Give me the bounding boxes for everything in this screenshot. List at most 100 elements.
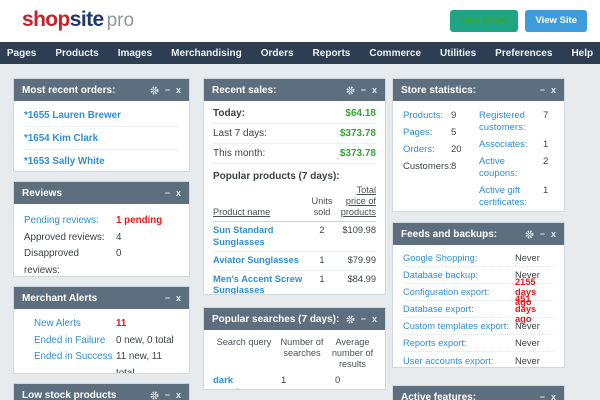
configuration-export-link[interactable]: Configuration export: (403, 287, 490, 297)
custom-templates-export-link[interactable]: Custom templates export: (403, 321, 509, 331)
google-shopping-link[interactable]: Google Shopping: (403, 253, 478, 263)
registered-customers-link[interactable]: Registered customers: (479, 110, 526, 133)
product-row: Aviator Sunglasses 1 $79.99 (213, 252, 376, 271)
minimize-icon[interactable]: − (539, 228, 545, 239)
close-icon[interactable]: x (175, 84, 181, 95)
nav-item-merchandising[interactable]: Merchandising (171, 47, 242, 59)
search-query-link[interactable]: dark sunglasses (213, 375, 265, 389)
new-order-button[interactable]: New Order (450, 10, 519, 32)
close-icon[interactable]: x (550, 84, 556, 95)
panel-title: Recent sales: (212, 84, 277, 96)
database-export-link[interactable]: Database export: (403, 304, 474, 314)
minimize-icon[interactable]: − (164, 84, 170, 95)
nav-item-products[interactable]: Products (55, 47, 99, 59)
minimize-icon[interactable]: − (539, 391, 545, 400)
nav-item-utilities[interactable]: Utilities (440, 47, 477, 59)
today-label: Today: (213, 108, 246, 119)
panel-header: Popular searches (7 days): − x (204, 308, 385, 330)
nav-item-pages[interactable]: Pages (6, 47, 37, 59)
associates-link[interactable]: Associates: (479, 139, 528, 150)
close-icon[interactable]: x (175, 389, 181, 400)
top-bar: shopsite pro New Order View Site (0, 0, 600, 42)
product-units: 1 (319, 273, 325, 284)
products-stat-link[interactable]: Products: (403, 110, 444, 121)
orders-stat-value: 20 (451, 144, 462, 155)
stat-row: Registered customers: 7 (479, 110, 554, 134)
feed-row: Custom templates export: Never (403, 318, 554, 335)
active-gift-certificates-link[interactable]: Active gift certificates: (479, 185, 528, 208)
nav-item-reports[interactable]: Reports (312, 47, 351, 59)
reports-export-value: Never (515, 338, 540, 348)
minimize-icon[interactable]: − (539, 84, 545, 95)
logo-shop: shop (22, 8, 70, 31)
minimize-icon[interactable]: − (360, 313, 366, 324)
feed-row: Database backup: Never (403, 267, 554, 284)
reviews-panel: Reviews − x Pending reviews: 1 pending A… (13, 181, 190, 277)
merchant-alerts-panel: Merchant Alerts − x New Alerts 11 Ended … (13, 286, 190, 374)
feed-row: Google Shopping: Never (403, 250, 554, 267)
close-icon[interactable]: x (371, 313, 377, 324)
feeds-list: Google Shopping: Never Database backup: … (393, 245, 564, 367)
order-link[interactable]: *1654 Kim Clark (24, 127, 179, 150)
active-features-panel: Active features: − x (392, 385, 565, 400)
logo-site: site (69, 8, 104, 31)
gear-icon[interactable] (346, 314, 355, 324)
panel-controls: − x (525, 228, 556, 239)
customers-stat-label: Customers: (403, 161, 452, 172)
minimize-icon[interactable]: − (164, 292, 170, 303)
minimize-icon[interactable]: − (164, 187, 170, 198)
nav-item-preferences[interactable]: Preferences (495, 47, 553, 59)
panel-header: Reviews − x (14, 182, 189, 204)
close-icon[interactable]: x (371, 84, 377, 95)
active-gift-certificates-value: 1 (543, 185, 549, 196)
pages-stat-link[interactable]: Pages: (403, 127, 433, 138)
low-stock-products-panel: Low stock products − x (13, 383, 190, 400)
panel-controls: − x (539, 391, 556, 400)
search-query-column-header: Search query (216, 337, 272, 347)
new-alerts-link[interactable]: New Alerts (34, 318, 81, 329)
close-icon[interactable]: x (175, 187, 181, 198)
order-link[interactable]: *1653 Sally White (24, 150, 179, 171)
nav-item-help[interactable]: Help (571, 47, 594, 59)
product-name-column-header[interactable]: Product name (213, 207, 271, 217)
stat-row: Customers: 8 (403, 161, 479, 173)
minimize-icon[interactable]: − (164, 389, 170, 400)
this-month-label: This month: (213, 148, 266, 159)
active-coupons-link[interactable]: Active coupons: (479, 156, 518, 179)
popular-products-title: Popular products (7 days): (213, 171, 340, 182)
stat-row: Products: 9 (403, 110, 479, 122)
view-site-button[interactable]: View Site (525, 10, 587, 32)
most-recent-orders-panel: Most recent orders: − x *1655 Lauren Bre… (13, 78, 190, 172)
feed-row: Reports export: Never (403, 335, 554, 352)
close-icon[interactable]: x (550, 391, 556, 400)
minimize-icon[interactable]: − (360, 84, 366, 95)
product-link[interactable]: Men's Accent Screw Sunglasses (213, 273, 303, 295)
pending-reviews-link[interactable]: Pending reviews: (24, 215, 99, 226)
user-accounts-export-link[interactable]: User accounts export: (403, 355, 494, 366)
close-icon[interactable]: x (175, 292, 181, 303)
nav-item-commerce[interactable]: Commerce (369, 47, 422, 59)
ended-in-failure-link[interactable]: Ended in Failure (34, 334, 106, 346)
database-backup-link[interactable]: Database backup: (403, 270, 478, 280)
top-buttons: New Order View Site (450, 10, 587, 32)
store-statistics-body: Products: 9 Pages: 5 Orders: 20 Customer… (393, 101, 564, 211)
orders-stat-link[interactable]: Orders: (403, 144, 435, 155)
close-icon[interactable]: x (550, 228, 556, 239)
order-link[interactable]: *1655 Lauren Brewer (24, 104, 179, 127)
product-link[interactable]: Aviator Sunglasses (213, 255, 299, 265)
gear-icon[interactable] (346, 85, 355, 95)
nav-item-orders[interactable]: Orders (260, 47, 294, 59)
product-link[interactable]: Sun Standard Sunglasses (213, 225, 274, 247)
gear-icon[interactable] (150, 85, 159, 95)
total-price-column-header[interactable]: Total price of products (340, 185, 376, 217)
reports-export-link[interactable]: Reports export: (403, 338, 467, 348)
review-row: Pending reviews: 1 pending (24, 213, 179, 230)
panel-controls: − x (150, 389, 181, 400)
gear-icon[interactable] (150, 390, 159, 400)
ended-in-success-link[interactable]: Ended in Success (34, 351, 113, 362)
gear-icon[interactable] (525, 229, 534, 239)
shopsite-logo: shopsite pro (22, 8, 134, 32)
nav-item-images[interactable]: Images (117, 47, 153, 59)
product-units: 1 (319, 255, 325, 265)
new-alerts-value: 11 (116, 318, 127, 329)
